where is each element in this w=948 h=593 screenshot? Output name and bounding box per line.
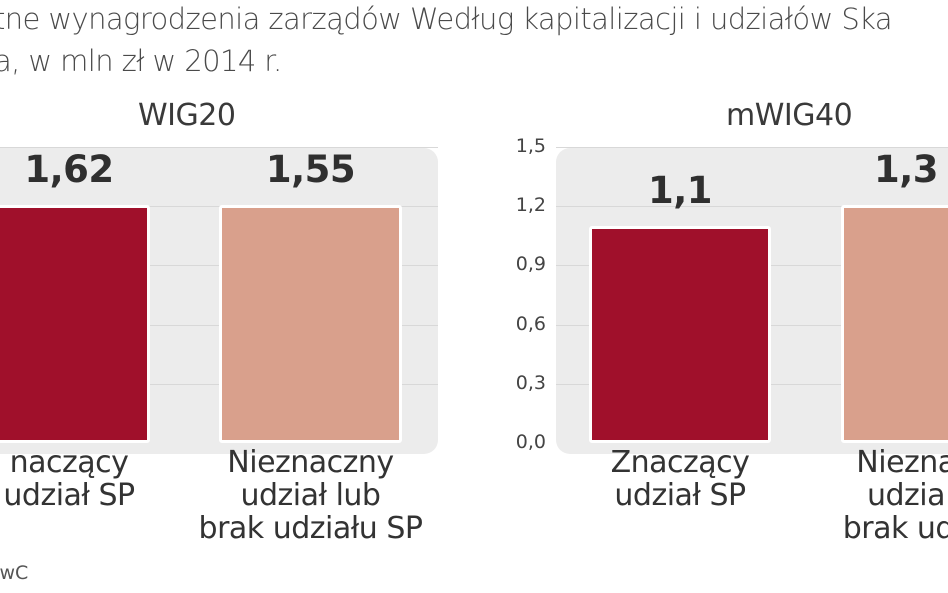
source-note: PwC	[0, 562, 29, 584]
chart-title-line-1: tne wynagrodzenia zarządów Według kapita…	[0, 2, 893, 36]
wig20-category-label-1: naczący udział SP	[3, 445, 135, 513]
mwig40-bar-2	[841, 205, 948, 443]
wig20-panel-title: WIG20	[138, 98, 236, 133]
mwig40-category-label-1: Znaczący udział SP	[610, 445, 750, 513]
mwig40-y-tick-label: 0,9	[515, 253, 546, 275]
mwig40-y-tick-label: 1,2	[515, 194, 546, 216]
chart-title-line-2: a, w mln zł w 2014 r.	[0, 44, 282, 78]
mwig40-category-label-2: Niezna udzia brak udz	[842, 445, 948, 546]
wig20-bar-value-2: 1,55	[265, 148, 356, 191]
wig20-bar-value-1: 1,62	[24, 148, 114, 191]
mwig40-y-tick-label: 0,0	[515, 431, 546, 453]
mwig40-gridline	[556, 206, 948, 207]
mwig40-bar-1	[589, 226, 771, 443]
mwig40-y-tick-label: 1,5	[515, 135, 546, 157]
mwig40-gridline	[556, 147, 948, 148]
wig20-gridline	[0, 147, 438, 148]
wig20-bar-2	[219, 205, 402, 443]
mwig40-y-tick-label: 0,6	[515, 313, 546, 335]
mwig40-bar-value-2: 1,3	[873, 148, 939, 191]
wig20-category-label-2: Nieznaczny udział lub brak udziału SP	[198, 445, 423, 546]
mwig40-bar-value-1: 1,1	[647, 169, 713, 212]
wig20-bar-1	[0, 205, 150, 443]
mwig40-y-tick-label: 0,3	[515, 372, 546, 394]
mwig40-panel-title: mWIG40	[726, 98, 853, 133]
